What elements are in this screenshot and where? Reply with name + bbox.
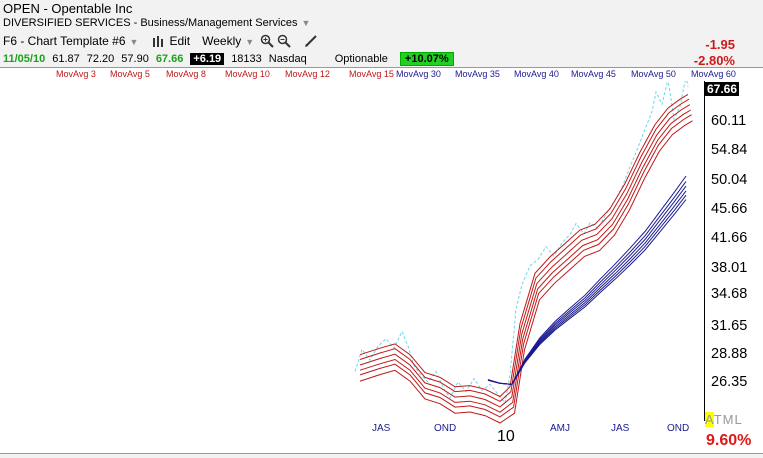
edit-bars-icon (153, 36, 164, 47)
quote-change: +6.19 (190, 53, 225, 65)
blue-ma-line (487, 175, 687, 385)
template-dropdown[interactable]: F6 - Chart Template #6 ▼ (3, 34, 138, 48)
ma-legend-movavg-12: MovAvg 12 (285, 69, 330, 79)
atml-indicator: ATML (705, 412, 743, 427)
ma-legend-movavg-10: MovAvg 10 (225, 69, 270, 79)
ma-legend-movavg-45: MovAvg 45 (571, 69, 616, 79)
quote-open: 61.87 (52, 53, 80, 65)
chart-header: OPEN - Opentable Inc DIVERSIFIED SERVICE… (0, 0, 763, 68)
quote-close: 67.66 (155, 53, 184, 65)
quote-pct-change: +10.07% (399, 52, 454, 66)
red-ma-line (359, 93, 689, 398)
chevron-down-icon: ▼ (301, 18, 311, 28)
last-price-label: 67.66 (705, 82, 740, 96)
y-tick-label: 50.04 (711, 172, 748, 188)
template-label: F6 - Chart Template #6 (3, 34, 126, 48)
ma-legend-movavg-3: MovAvg 3 (56, 69, 96, 79)
ma-legend-movavg-5: MovAvg 5 (110, 69, 150, 79)
atml-a: A (705, 412, 714, 427)
red-ma-line (359, 104, 691, 408)
status-strip (0, 453, 763, 458)
price-chart-area[interactable] (0, 68, 763, 453)
y-tick-label: 54.84 (711, 142, 748, 158)
red-ma-line (359, 98, 690, 402)
period-dropdown[interactable]: Weekly ▼ (202, 34, 254, 48)
zoom-out-icon[interactable] (277, 34, 291, 48)
pen-draw-icon[interactable] (304, 34, 318, 48)
atml-rest: TML (713, 412, 743, 427)
period-label: Weekly (202, 34, 242, 48)
y-tick-label: 31.65 (711, 318, 748, 334)
year-label: 10 (497, 428, 515, 445)
x-tick-label: OND (434, 423, 457, 434)
ma-legend-movavg-50: MovAvg 50 (631, 69, 676, 79)
price-axis: 60.11 54.84 50.04 45.66 41.66 38.01 34.68 31.65… (704, 81, 763, 421)
red-ma-line (359, 114, 692, 418)
blue-ma-line (487, 181, 687, 385)
ma-legend-movavg-15: MovAvg 15 (349, 69, 394, 79)
y-tick-label: 26.35 (711, 374, 748, 390)
ma-legend-movavg-60: MovAvg 60 (691, 69, 736, 79)
relative-strength-value: 9.60% (706, 432, 752, 449)
y-tick-label: 60.11 (711, 113, 747, 129)
quote-volume: 18133 (231, 53, 262, 65)
chevron-down-icon: ▼ (129, 37, 139, 47)
ma-legend-movavg-40: MovAvg 40 (514, 69, 559, 79)
red-ma-line (359, 120, 693, 424)
symbol-title: OPEN - Opentable Inc (3, 1, 133, 16)
chevron-down-icon: ▼ (245, 37, 255, 47)
session-change-value: -1.95 (705, 37, 735, 52)
y-tick-label: 45.66 (711, 201, 748, 217)
quote-low: 57.90 (121, 53, 149, 65)
quote-high: 72.20 (86, 53, 115, 65)
red-ma-line (359, 109, 691, 413)
x-tick-label: JAS (611, 423, 630, 434)
y-tick-label: 28.88 (711, 346, 748, 362)
chart-toolbar: F6 - Chart Template #6 ▼ Edit Weekly ▼ (3, 34, 321, 48)
sector-label: DIVERSIFIED SERVICES - Business/Manageme… (3, 17, 298, 29)
ma-legend-movavg-8: MovAvg 8 (166, 69, 206, 79)
sector-dropdown[interactable]: DIVERSIFIED SERVICES - Business/Manageme… (3, 17, 310, 29)
x-tick-label: JAS (372, 423, 391, 434)
session-change-pct: -2.80% (693, 53, 735, 68)
ma-legend-movavg-35: MovAvg 35 (455, 69, 500, 79)
quote-date: 11/05/10 (3, 53, 46, 65)
x-tick-label: OND (667, 423, 690, 434)
x-tick-label: AMJ (550, 423, 570, 434)
y-tick-label: 34.68 (711, 286, 748, 302)
edit-button[interactable]: Edit (152, 34, 190, 48)
zoom-in-icon[interactable] (260, 34, 274, 48)
quote-line: 11/05/10 61.87 72.20 57.90 67.66 +6.19 1… (3, 52, 461, 66)
y-tick-label: 41.66 (711, 230, 748, 246)
blue-ma-line (487, 190, 687, 385)
ma-legend-movavg-30: MovAvg 30 (396, 69, 441, 79)
moving-average-legend: MovAvg 3 MovAvg 5 MovAvg 8 MovAvg 10 MovAvg … (0, 69, 740, 81)
blue-ma-line (487, 199, 687, 385)
y-tick-label: 38.01 (711, 260, 748, 276)
blue-ma-line (487, 194, 687, 385)
session-change: -1.95 -2.80% (694, 37, 735, 69)
quote-exchange: Nasdaq (268, 53, 307, 65)
edit-label: Edit (169, 34, 191, 48)
price-plot (354, 81, 693, 424)
optionable-label: Optionable (334, 53, 388, 65)
